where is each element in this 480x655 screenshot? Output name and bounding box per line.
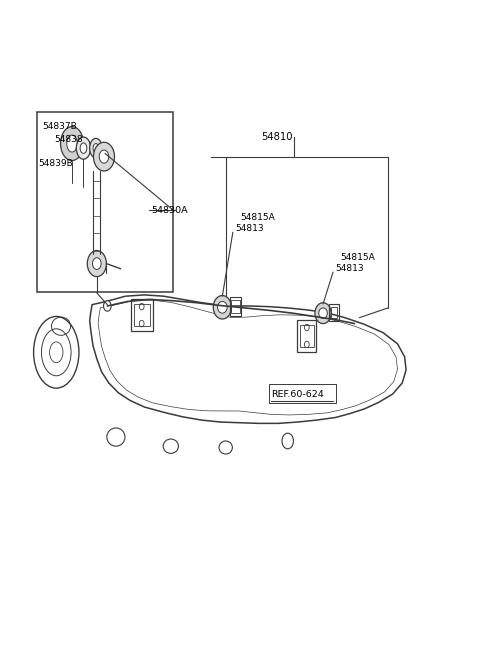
Bar — [269, 384, 336, 403]
Bar — [231, 300, 240, 313]
Ellipse shape — [319, 308, 327, 318]
Bar — [229, 297, 241, 316]
Circle shape — [93, 257, 101, 269]
Bar — [134, 304, 150, 326]
Text: 54813: 54813 — [336, 264, 364, 272]
Text: 54830A: 54830A — [152, 206, 188, 215]
Circle shape — [99, 150, 109, 163]
Ellipse shape — [76, 137, 91, 159]
Text: 54810: 54810 — [262, 132, 293, 142]
Ellipse shape — [93, 143, 99, 153]
Bar — [329, 304, 339, 321]
Text: 54838: 54838 — [54, 135, 83, 144]
Circle shape — [94, 142, 115, 171]
Ellipse shape — [60, 126, 84, 160]
Text: 54813: 54813 — [235, 224, 264, 233]
Ellipse shape — [213, 295, 231, 319]
Bar — [37, 112, 173, 291]
Text: 54837B: 54837B — [42, 122, 77, 131]
Ellipse shape — [80, 143, 87, 153]
Circle shape — [87, 251, 107, 276]
Ellipse shape — [67, 135, 77, 152]
Ellipse shape — [217, 301, 227, 313]
Bar — [131, 299, 153, 331]
Text: 54839B: 54839B — [38, 159, 73, 168]
Bar — [331, 307, 337, 318]
Bar — [300, 325, 314, 347]
Circle shape — [104, 301, 111, 311]
Text: REF.60-624: REF.60-624 — [271, 390, 324, 398]
Ellipse shape — [315, 303, 331, 324]
Text: 54815A: 54815A — [340, 253, 375, 262]
Bar — [297, 320, 316, 352]
Text: 54815A: 54815A — [240, 214, 275, 223]
Ellipse shape — [90, 138, 102, 158]
